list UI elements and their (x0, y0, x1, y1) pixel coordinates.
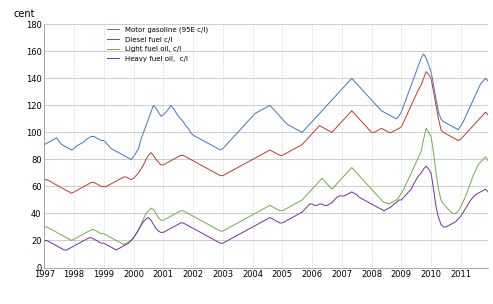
Line: Diesel fuel c/l: Diesel fuel c/l (44, 72, 493, 193)
Light fuel oil, c/l (123, 241, 129, 245)
Line: Motor gasoline (95E c/l): Motor gasoline (95E c/l) (44, 51, 493, 159)
Line: Light fuel oil, c/l: Light fuel oil, c/l (44, 112, 493, 244)
Diesel fuel c/l (41, 178, 47, 181)
Motor gasoline (95E c/l) (94, 136, 100, 140)
Heavy fuel oil,  c/l (423, 164, 429, 168)
Light fuel oil, c/l (193, 216, 199, 219)
Motor gasoline (95E c/l) (41, 143, 47, 147)
Motor gasoline (95E c/l) (473, 93, 479, 96)
Heavy fuel oil,  c/l (96, 240, 102, 244)
Motor gasoline (95E c/l) (280, 117, 285, 121)
Diesel fuel c/l (96, 183, 102, 187)
Text: cent: cent (13, 9, 35, 19)
Diesel fuel c/l (222, 172, 228, 176)
Motor gasoline (95E c/l) (128, 157, 134, 161)
Heavy fuel oil,  c/l (222, 240, 228, 244)
Light fuel oil, c/l (94, 229, 100, 233)
Heavy fuel oil,  c/l (41, 239, 47, 242)
Diesel fuel c/l (91, 181, 97, 184)
Heavy fuel oil,  c/l (91, 237, 97, 241)
Line: Heavy fuel oil,  c/l: Heavy fuel oil, c/l (44, 166, 493, 250)
Heavy fuel oil,  c/l (61, 248, 67, 252)
Light fuel oil, c/l (41, 225, 47, 229)
Light fuel oil, c/l (89, 228, 95, 232)
Light fuel oil, c/l (222, 228, 228, 232)
Light fuel oil, c/l (121, 243, 127, 246)
Heavy fuel oil,  c/l (123, 243, 129, 246)
Heavy fuel oil,  c/l (193, 228, 199, 232)
Motor gasoline (95E c/l) (270, 106, 276, 110)
Motor gasoline (95E c/l) (359, 87, 365, 91)
Legend: Motor gasoline (95E c/l), Diesel fuel c/l, Light fuel oil, c/l, Heavy fuel oil, : Motor gasoline (95E c/l), Diesel fuel c/… (106, 25, 210, 63)
Diesel fuel c/l (69, 192, 74, 195)
Diesel fuel c/l (193, 160, 199, 164)
Diesel fuel c/l (423, 70, 429, 74)
Diesel fuel c/l (123, 175, 129, 179)
